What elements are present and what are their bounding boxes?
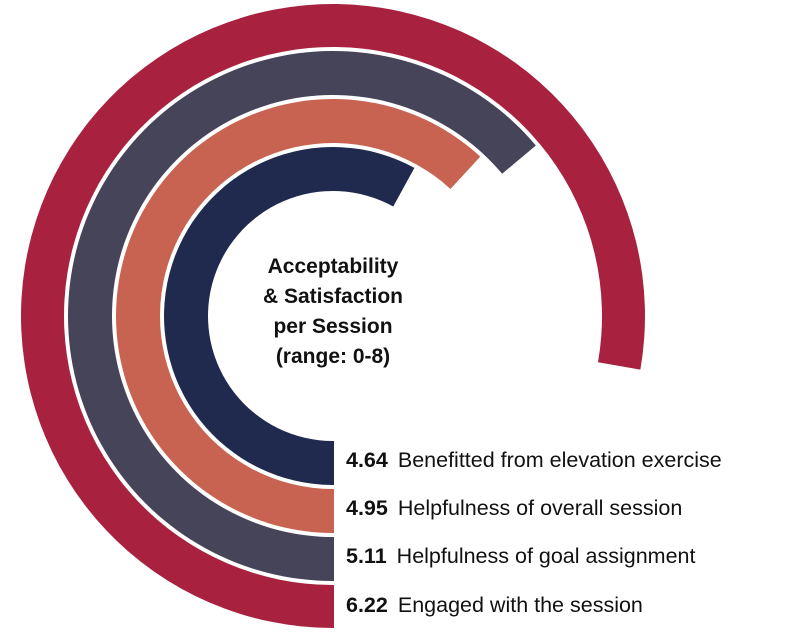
radial-bar-2 (115, 98, 481, 533)
title-line-2: & Satisfaction (262, 285, 404, 308)
series-value-1: 4.64 (346, 448, 388, 472)
title-line-1: Acceptability (267, 255, 399, 278)
radial-bar-1 (164, 147, 415, 485)
series-label-3: 5.11 Helpfulness of goal assignment (346, 544, 695, 569)
series-value-2: 4.95 (346, 496, 388, 520)
series-name-4: Engaged with the session (397, 593, 643, 617)
series-name-1: Benefitted from elevation exercise (397, 448, 722, 472)
series-value-3: 5.11 (346, 544, 387, 568)
radial-bar-cap-4 (332, 585, 334, 628)
radial-bar-cap-2 (332, 489, 334, 533)
radial-bar-cap-3 (332, 537, 334, 581)
radial-bar-cap-1 (332, 441, 334, 485)
title-line-3: per Session (273, 315, 393, 338)
series-label-1: 4.64 Benefitted from elevation exercise (346, 448, 722, 473)
series-name-2: Helpfulness of overall session (397, 496, 683, 520)
title-line-4: (range: 0-8) (275, 345, 391, 368)
series-name-3: Helpfulness of goal assignment (396, 544, 696, 568)
chart-title: Acceptability & Satisfaction per Session… (228, 252, 438, 372)
series-label-4: 6.22 Engaged with the session (346, 593, 643, 618)
series-value-4: 6.22 (346, 593, 388, 617)
radial-bar-3 (67, 51, 536, 582)
series-label-2: 4.95 Helpfulness of overall session (346, 496, 682, 521)
